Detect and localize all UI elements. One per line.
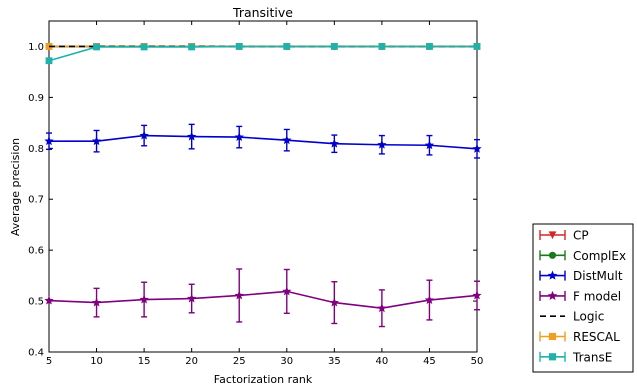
x-tick-label: 50 xyxy=(471,356,484,367)
series-line xyxy=(48,290,478,310)
data-point xyxy=(44,295,54,305)
data-point xyxy=(282,286,292,296)
y-tick-label: 0.5 xyxy=(28,297,44,308)
y-tick-label: 0.6 xyxy=(28,246,44,257)
legend-marker xyxy=(548,353,557,361)
legend-item: TransE xyxy=(539,350,612,364)
data-point xyxy=(93,43,100,51)
x-tick-label: 25 xyxy=(233,356,246,367)
y-tick-label: 0.9 xyxy=(28,93,44,104)
y-axis: 0.4 0.5 0.6 0.7 0.8 0.9 1.0 xyxy=(28,42,477,359)
data-point xyxy=(424,295,435,304)
data-point xyxy=(377,139,387,149)
x-tick-label: 30 xyxy=(280,356,293,367)
data-point xyxy=(329,297,339,307)
legend-item: Logic xyxy=(540,310,604,324)
legend-item: DistMult xyxy=(539,269,623,283)
legend-item: ComplEx xyxy=(539,249,626,263)
data-point xyxy=(187,293,197,303)
plot-frame xyxy=(48,20,478,353)
series-layer xyxy=(44,43,482,328)
data-point xyxy=(472,290,482,300)
x-tick-label: 15 xyxy=(138,356,151,367)
x-tick-label: 5 xyxy=(46,356,52,367)
data-point xyxy=(234,290,244,300)
data-point xyxy=(187,131,197,141)
legend-label: CP xyxy=(573,229,589,243)
legend-marker xyxy=(548,251,557,259)
data-point xyxy=(473,43,481,50)
legend-item: CP xyxy=(539,229,589,243)
data-point xyxy=(188,43,196,51)
legend-marker xyxy=(547,290,558,300)
data-point xyxy=(91,297,102,307)
y-tick-label: 0.4 xyxy=(28,348,44,359)
data-point xyxy=(139,130,149,140)
legend-marker xyxy=(548,332,557,341)
legend-label: F model xyxy=(573,289,621,303)
data-point xyxy=(426,43,433,50)
legend-item: F model xyxy=(539,289,621,303)
series-line xyxy=(48,45,477,62)
x-tick-label: 20 xyxy=(185,356,198,367)
legend-label: DistMult xyxy=(573,269,623,283)
series-transe xyxy=(45,43,481,65)
data-point xyxy=(139,294,149,304)
legend-label: ComplEx xyxy=(573,249,626,263)
x-tick-label: 35 xyxy=(328,356,341,367)
x-tick-label: 40 xyxy=(376,356,389,367)
legend-label: RESCAL xyxy=(573,330,620,344)
data-point xyxy=(282,135,292,145)
chart-title: Transitive xyxy=(232,5,293,20)
legend-item: RESCAL xyxy=(539,330,620,344)
data-point xyxy=(91,136,102,146)
x-axis-label: Factorization rank xyxy=(214,373,313,386)
legend-marker xyxy=(548,231,557,240)
data-point xyxy=(234,132,244,142)
series-f-model xyxy=(44,268,482,328)
y-axis-label: Average precision xyxy=(9,138,22,236)
y-tick-label: 1.0 xyxy=(28,42,44,53)
x-tick-label: 10 xyxy=(90,356,103,367)
legend-marker xyxy=(547,270,558,280)
data-point xyxy=(330,43,338,50)
data-point xyxy=(140,43,148,51)
data-point xyxy=(283,43,291,50)
series-line xyxy=(49,134,478,150)
series-distmult xyxy=(44,123,482,159)
data-point xyxy=(44,136,54,146)
legend-frame xyxy=(532,223,634,373)
y-tick-label: 0.8 xyxy=(28,144,44,155)
data-point xyxy=(235,43,243,50)
data-point xyxy=(329,138,339,148)
data-point xyxy=(472,143,482,153)
x-axis: 5 10 15 20 25 30 35 40 45 50 xyxy=(46,21,484,367)
legend: CP ComplEx DistMult F model Logic RESCAL Trans… xyxy=(532,223,634,373)
data-point xyxy=(378,43,386,50)
data-point xyxy=(377,303,387,313)
legend-label: TransE xyxy=(572,350,612,364)
plot-area: 0.40.50.60.70.80.91.0 5 10 15 20 25 30 35 40 45 5… xyxy=(28,20,484,367)
data-point xyxy=(424,140,435,150)
data-point xyxy=(45,57,53,65)
x-tick-label: 45 xyxy=(423,356,436,367)
legend-label: Logic xyxy=(573,310,604,324)
y-tick-label: 0.7 xyxy=(28,195,44,206)
